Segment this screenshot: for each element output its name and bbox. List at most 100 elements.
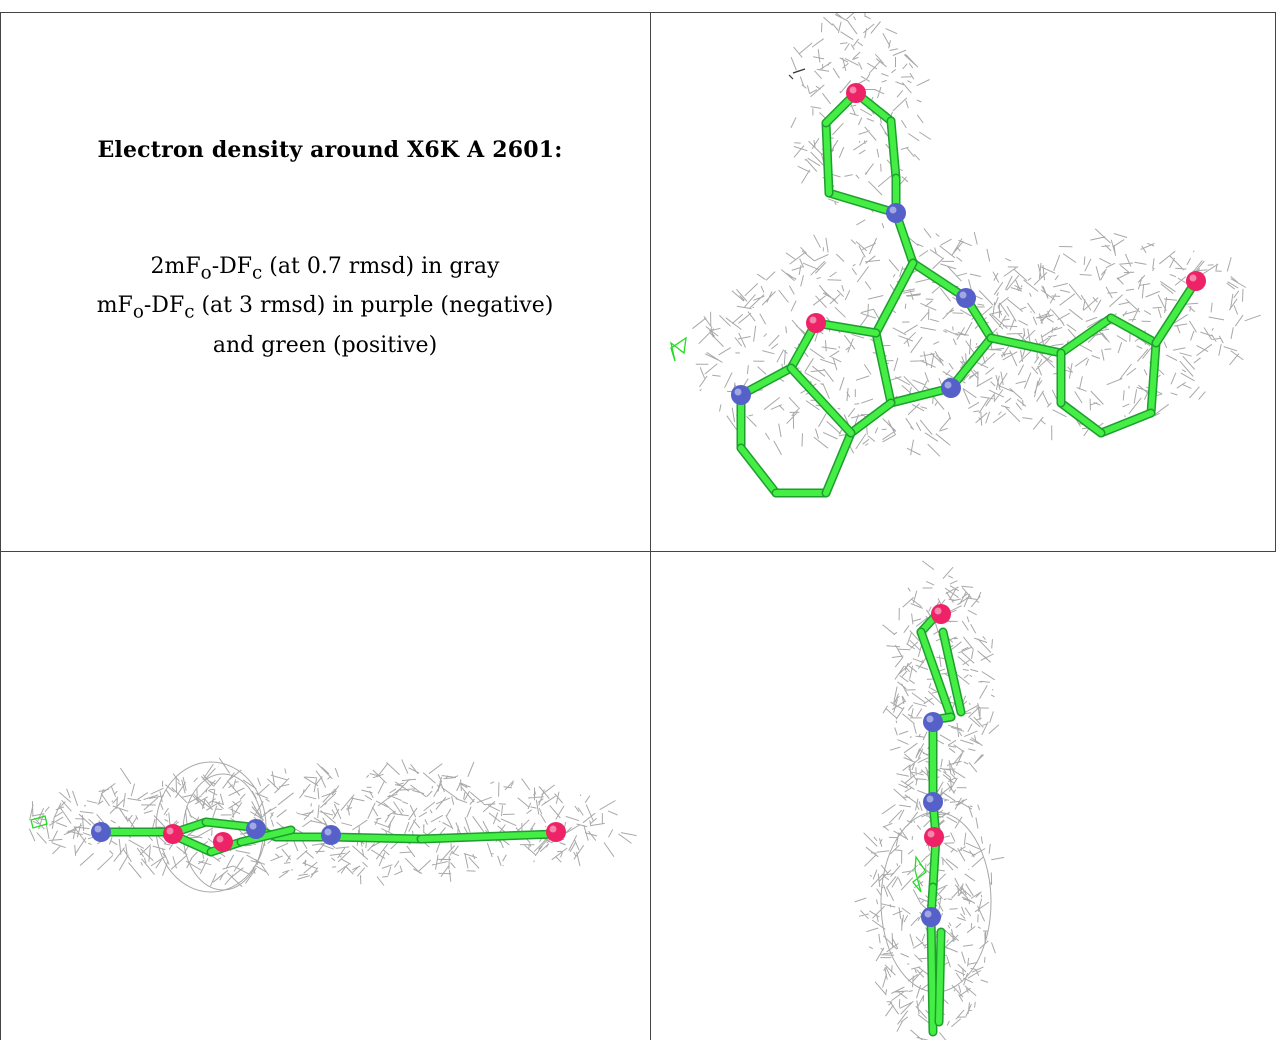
bond bbox=[888, 118, 899, 181]
legend-line2-post: (at 3 rmsd) in purple (negative) bbox=[194, 293, 554, 319]
table-center-border bbox=[650, 12, 651, 1040]
mesh-lines bbox=[28, 757, 637, 888]
bond bbox=[948, 335, 994, 391]
legend-line1-pre: 2mF bbox=[150, 254, 201, 279]
nitrogen-atom bbox=[886, 203, 906, 223]
bond bbox=[328, 834, 424, 842]
density-mesh bbox=[28, 757, 637, 888]
atom-highlight bbox=[927, 830, 935, 838]
nitrogen-atom bbox=[956, 288, 976, 308]
oxygen-atom bbox=[1186, 271, 1206, 291]
density-mesh bbox=[854, 758, 1005, 1040]
bond bbox=[873, 330, 894, 406]
bond bbox=[888, 385, 954, 406]
nitrogen-atom bbox=[91, 822, 111, 842]
legend-line1-mid: -DF bbox=[211, 254, 253, 279]
bond bbox=[238, 827, 294, 845]
bond bbox=[988, 335, 1064, 356]
bond bbox=[940, 629, 964, 715]
atom-highlight bbox=[734, 388, 742, 396]
bond bbox=[738, 445, 779, 496]
positive-density-blob bbox=[912, 855, 927, 893]
bond bbox=[928, 914, 936, 1035]
atom-highlight bbox=[926, 795, 934, 803]
nitrogen-atom bbox=[923, 712, 943, 732]
table-left-border bbox=[0, 12, 1, 1040]
legend-line2-sub2: c bbox=[184, 301, 195, 323]
bond bbox=[418, 831, 559, 842]
oxygen-atom bbox=[213, 832, 233, 852]
legend-block: 2mFo-DFc (at 0.7 rmsd) in gray mFo-DFc (… bbox=[0, 250, 650, 362]
legend-line-green: and green (positive) bbox=[212, 332, 438, 358]
legend-line1-sub2: c bbox=[252, 262, 263, 284]
mesh-lines bbox=[790, 13, 932, 229]
bond bbox=[1058, 400, 1104, 436]
atom-highlight bbox=[944, 381, 952, 389]
bond bbox=[1153, 278, 1199, 346]
nitrogen-atom bbox=[731, 385, 751, 405]
oxygen-atom bbox=[163, 824, 183, 844]
bond bbox=[1058, 315, 1114, 356]
atom-highlight bbox=[324, 828, 332, 836]
side-view-cell bbox=[1, 552, 650, 1040]
table-middle-border bbox=[0, 551, 1276, 552]
legend-line2-pre: mF bbox=[96, 293, 133, 319]
top-view-image bbox=[669, 13, 1261, 498]
atom-highlight bbox=[549, 825, 557, 833]
bond bbox=[788, 365, 854, 436]
oxygen-atom bbox=[846, 83, 866, 103]
oxygen-atom bbox=[806, 313, 826, 333]
atom-highlight bbox=[849, 86, 857, 94]
positive-density-blob bbox=[30, 815, 48, 829]
mesh-lines bbox=[854, 758, 1005, 1040]
bond bbox=[848, 400, 894, 436]
legend-line2-sub1: o bbox=[132, 301, 144, 323]
caption-cell: Electron density around X6K A 2601: 2mFo… bbox=[0, 12, 650, 552]
atom-highlight bbox=[934, 607, 942, 615]
bond bbox=[826, 190, 899, 216]
mesh-lines bbox=[952, 228, 1261, 441]
legend-line1-sub1: o bbox=[200, 262, 212, 284]
bond bbox=[1098, 410, 1154, 436]
side-view-image bbox=[28, 757, 637, 893]
legend-line-diff: mFo-DFc (at 3 rmsd) in purple (negative) bbox=[0, 289, 650, 328]
nitrogen-atom bbox=[321, 825, 341, 845]
legend-line2-mid: -DF bbox=[143, 293, 185, 319]
end-view-cell bbox=[651, 552, 1276, 1040]
atom-highlight bbox=[94, 825, 102, 833]
density-mesh bbox=[790, 13, 932, 229]
legend-line-gray: 2mFo-DFc (at 0.7 rmsd) in gray bbox=[0, 250, 650, 289]
nitrogen-atom bbox=[246, 819, 266, 839]
top-view-cell bbox=[651, 13, 1275, 551]
nitrogen-atom bbox=[921, 907, 941, 927]
nitrogen-atom bbox=[941, 378, 961, 398]
atom-highlight bbox=[889, 206, 897, 214]
positive-density-blob bbox=[669, 336, 687, 362]
bond bbox=[813, 320, 879, 336]
oxygen-atom bbox=[931, 604, 951, 624]
bond bbox=[823, 430, 854, 496]
atom-highlight bbox=[249, 822, 257, 830]
mesh-loop bbox=[155, 761, 267, 893]
bond bbox=[1148, 340, 1159, 416]
density-mesh bbox=[692, 228, 1077, 457]
oxygen-atom bbox=[546, 822, 566, 842]
end-view-image bbox=[854, 560, 1005, 1040]
atom-highlight bbox=[809, 316, 817, 324]
bond bbox=[873, 260, 916, 336]
atom-highlight bbox=[216, 835, 224, 843]
mesh-lines bbox=[692, 228, 1077, 457]
bond bbox=[203, 819, 254, 830]
atom-highlight bbox=[926, 715, 934, 723]
table-top-border bbox=[0, 12, 1276, 13]
density-mesh bbox=[952, 228, 1261, 441]
bond bbox=[823, 120, 832, 196]
bond bbox=[918, 629, 954, 720]
bond bbox=[910, 260, 969, 301]
bond bbox=[1108, 315, 1159, 346]
atom-highlight bbox=[1189, 274, 1197, 282]
atom-highlight bbox=[166, 827, 174, 835]
atom-highlight bbox=[924, 910, 932, 918]
stray-mark bbox=[788, 68, 806, 80]
